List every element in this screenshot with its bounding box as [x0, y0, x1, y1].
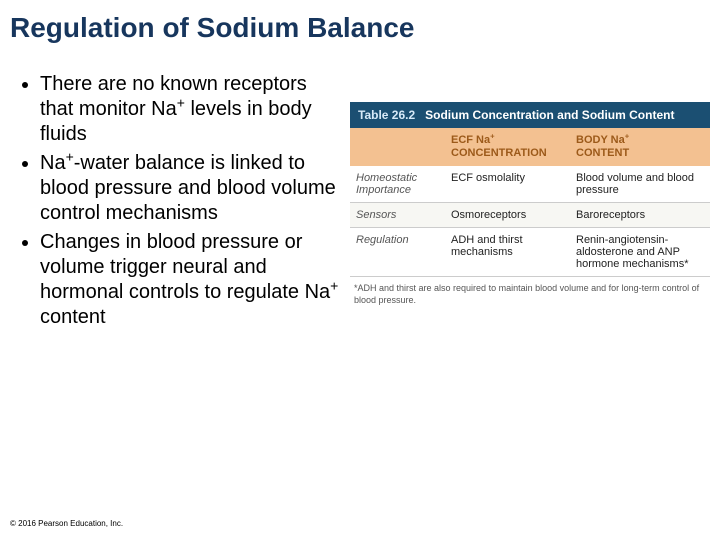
slide-title: Regulation of Sodium Balance — [0, 0, 720, 52]
table-number: Table 26.2 — [358, 108, 415, 122]
bullet-list: There are no known receptors that monito… — [10, 72, 342, 334]
table-cell: Osmoreceptors — [445, 203, 570, 227]
bullet-item: There are no known receptors that monito… — [40, 72, 342, 147]
table-col-header: . — [350, 128, 445, 166]
content-area: There are no known receptors that monito… — [0, 52, 720, 334]
table-column-headers: . ECF Na+CONCENTRATION BODY Na+CONTENT — [350, 128, 710, 166]
table-row-label: Homeostatic Importance — [350, 166, 445, 202]
table-row: Regulation ADH and thirst mechanisms Ren… — [350, 228, 710, 277]
table-title-bar: Table 26.2 Sodium Concentration and Sodi… — [350, 102, 710, 128]
table-cell: Baroreceptors — [570, 203, 710, 227]
bullet-item: Changes in blood pressure or volume trig… — [40, 230, 342, 330]
table-cell: Blood volume and blood pressure — [570, 166, 710, 202]
table-row: Homeostatic Importance ECF osmolality Bl… — [350, 166, 710, 203]
table-cell: ECF osmolality — [445, 166, 570, 202]
sodium-table: Table 26.2 Sodium Concentration and Sodi… — [350, 102, 710, 334]
table-title: Sodium Concentration and Sodium Content — [425, 108, 674, 122]
table-row: Sensors Osmoreceptors Baroreceptors — [350, 203, 710, 228]
bullet-item: Na+-water balance is linked to blood pre… — [40, 151, 342, 226]
table-cell: Renin-angiotensin-aldosterone and ANP ho… — [570, 228, 710, 276]
table-col-header: BODY Na+CONTENT — [570, 128, 710, 166]
table-row-label: Regulation — [350, 228, 445, 276]
table-col-header: ECF Na+CONCENTRATION — [445, 128, 570, 166]
table-row-label: Sensors — [350, 203, 445, 227]
table-footnote: *ADH and thirst are also required to mai… — [350, 277, 710, 306]
copyright-text: © 2016 Pearson Education, Inc. — [10, 519, 123, 528]
table-cell: ADH and thirst mechanisms — [445, 228, 570, 276]
